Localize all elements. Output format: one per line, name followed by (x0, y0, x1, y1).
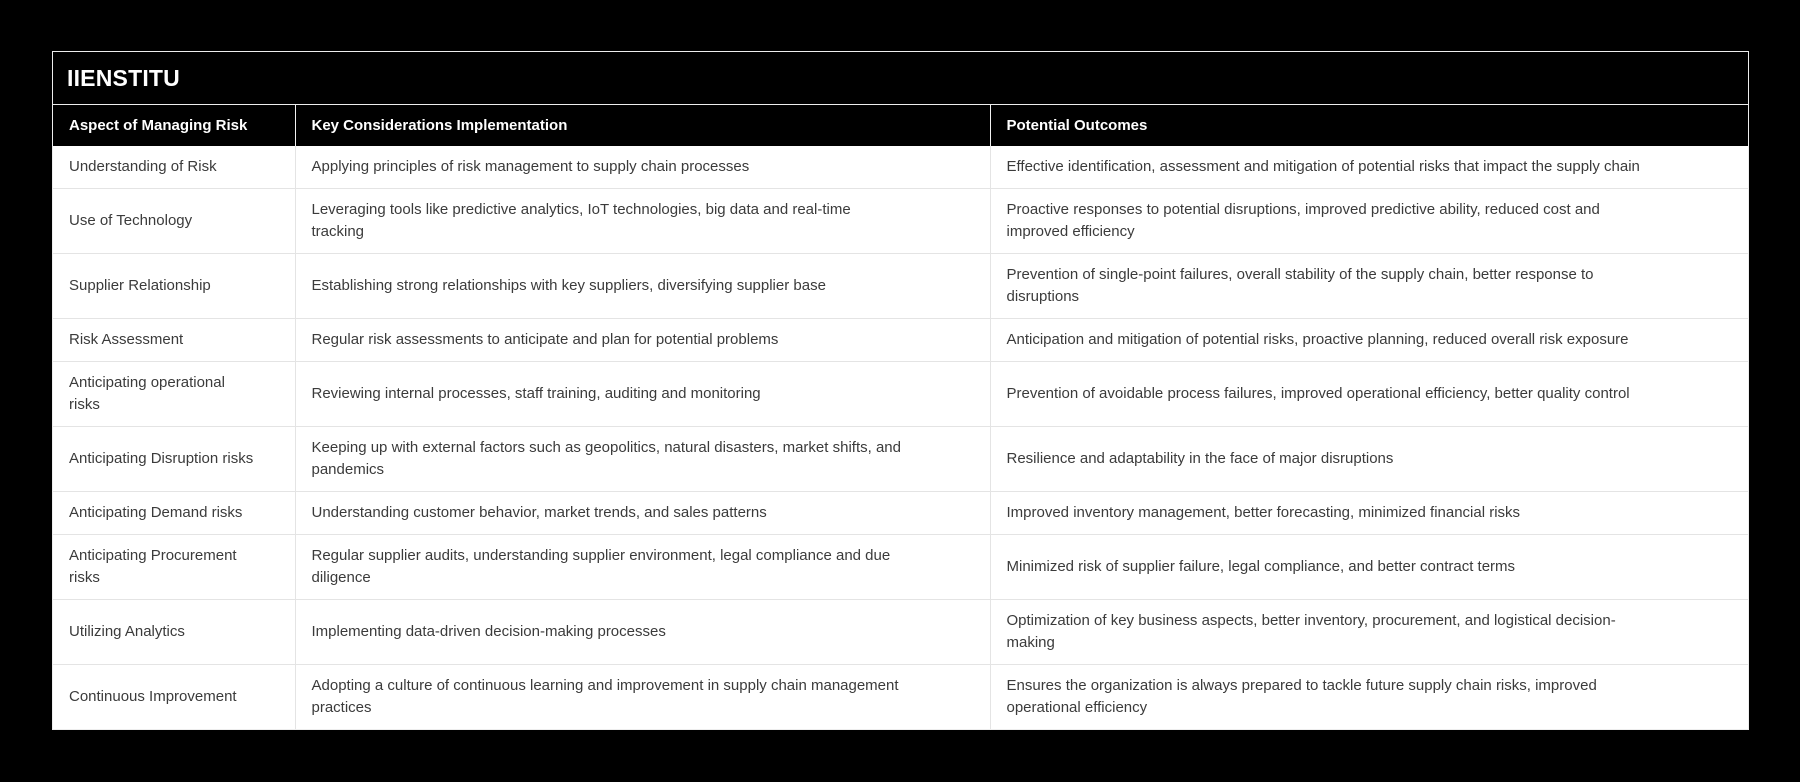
cell-text: Effective identification, assessment and… (1006, 158, 1640, 175)
cell-text: Proactive responses to potential disrupt… (1006, 201, 1600, 240)
table-body: Understanding of Risk Applying principle… (53, 146, 1748, 729)
cell-text: Anticipating Demand risks (69, 504, 243, 521)
column-header-aspect: Aspect of Managing Risk (53, 105, 295, 146)
cell-text: Continuous Improvement (69, 688, 237, 705)
cell-considerations: Establishing strong relationships with k… (294, 253, 990, 319)
cell-text: Prevention of single-point failures, ove… (1006, 266, 1594, 305)
table-header-row: Aspect of Managing Risk Key Consideratio… (53, 105, 1748, 146)
table-row: Anticipating operational risks Reviewing… (53, 361, 1748, 427)
table-row: Continuous Improvement Adopting a cultur… (53, 664, 1748, 729)
table-row: Utilizing Analytics Implementing data-dr… (53, 599, 1748, 665)
cell-text: Minimized risk of supplier failure, lega… (1006, 558, 1516, 575)
cell-outcomes: Prevention of avoidable process failures… (989, 361, 1748, 427)
cell-text: Leveraging tools like predictive analyti… (311, 201, 851, 240)
cell-aspect: Continuous Improvement (53, 664, 295, 729)
cell-outcomes: Improved inventory management, better fo… (989, 491, 1748, 535)
column-header-label: Key Considerations Implementation (311, 117, 568, 134)
cell-text: Establishing strong relationships with k… (311, 277, 826, 294)
cell-considerations: Leveraging tools like predictive analyti… (294, 188, 990, 254)
cell-text: Regular supplier audits, understanding s… (311, 547, 891, 586)
cell-text: Anticipating operational risks (69, 374, 225, 413)
cell-text: Use of Technology (69, 212, 193, 229)
table-row: Understanding of Risk Applying principle… (53, 146, 1748, 189)
cell-text: Keeping up with external factors such as… (311, 439, 901, 478)
cell-considerations: Keeping up with external factors such as… (294, 426, 990, 492)
cell-outcomes: Proactive responses to potential disrupt… (989, 188, 1748, 254)
cell-aspect: Use of Technology (53, 188, 295, 254)
cell-text: Utilizing Analytics (69, 623, 185, 640)
cell-aspect: Anticipating Procurement risks (53, 534, 295, 600)
cell-aspect: Anticipating operational risks (53, 361, 295, 427)
table-title: IIENSTITU (53, 52, 1748, 105)
cell-considerations: Applying principles of risk management t… (294, 146, 990, 189)
cell-aspect: Anticipating Demand risks (53, 491, 295, 535)
cell-text: Anticipating Procurement risks (69, 547, 237, 586)
cell-considerations: Regular risk assessments to anticipate a… (294, 318, 990, 362)
cell-aspect: Supplier Relationship (53, 253, 295, 319)
table-row: Anticipating Demand risks Understanding … (53, 491, 1748, 535)
cell-text: Risk Assessment (69, 331, 184, 348)
cell-text: Regular risk assessments to anticipate a… (311, 331, 779, 348)
table-row: Risk Assessment Regular risk assessments… (53, 318, 1748, 362)
cell-outcomes: Resilience and adaptability in the face … (989, 426, 1748, 492)
cell-text: Understanding customer behavior, market … (311, 504, 767, 521)
cell-considerations: Understanding customer behavior, market … (294, 491, 990, 535)
column-header-considerations: Key Considerations Implementation (294, 105, 990, 146)
cell-aspect: Understanding of Risk (53, 146, 295, 189)
cell-outcomes: Anticipation and mitigation of potential… (989, 318, 1748, 362)
cell-considerations: Reviewing internal processes, staff trai… (294, 361, 990, 427)
cell-outcomes: Optimization of key business aspects, be… (989, 599, 1748, 665)
cell-considerations: Adopting a culture of continuous learnin… (294, 664, 990, 729)
table-row: Supplier Relationship Establishing stron… (53, 253, 1748, 319)
column-header-label: Potential Outcomes (1006, 117, 1148, 134)
risk-management-table: Aspect of Managing Risk Key Consideratio… (53, 105, 1748, 729)
cell-outcomes: Prevention of single-point failures, ove… (989, 253, 1748, 319)
cell-aspect: Anticipating Disruption risks (53, 426, 295, 492)
column-header-label: Aspect of Managing Risk (69, 117, 248, 134)
cell-text: Ensures the organization is always prepa… (1006, 677, 1597, 716)
cell-text: Applying principles of risk management t… (311, 158, 750, 175)
table-row: Anticipating Disruption risks Keeping up… (53, 426, 1748, 492)
cell-text: Understanding of Risk (69, 158, 217, 175)
cell-text: Reviewing internal processes, staff trai… (311, 385, 761, 402)
cell-considerations: Implementing data-driven decision-making… (294, 599, 990, 665)
cell-text: Anticipating Disruption risks (69, 450, 254, 467)
cell-text: Resilience and adaptability in the face … (1006, 450, 1394, 467)
cell-considerations: Regular supplier audits, understanding s… (294, 534, 990, 600)
cell-outcomes: Effective identification, assessment and… (989, 146, 1748, 189)
cell-aspect: Risk Assessment (53, 318, 295, 362)
cell-text: Optimization of key business aspects, be… (1006, 612, 1616, 651)
table-row: Anticipating Procurement risks Regular s… (53, 534, 1748, 600)
column-header-outcomes: Potential Outcomes (989, 105, 1748, 146)
cell-text: Improved inventory management, better fo… (1006, 504, 1521, 521)
cell-text: Adopting a culture of continuous learnin… (311, 677, 899, 716)
cell-text: Supplier Relationship (69, 277, 211, 294)
cell-aspect: Utilizing Analytics (53, 599, 295, 665)
risk-table-card: IIENSTITU Aspect of Managing Risk Key Co… (52, 51, 1749, 730)
cell-outcomes: Minimized risk of supplier failure, lega… (989, 534, 1748, 600)
cell-text: Prevention of avoidable process failures… (1006, 385, 1630, 402)
cell-text: Anticipation and mitigation of potential… (1006, 331, 1629, 348)
cell-outcomes: Ensures the organization is always prepa… (989, 664, 1748, 729)
cell-text: Implementing data-driven decision-making… (311, 623, 666, 640)
table-row: Use of Technology Leveraging tools like … (53, 188, 1748, 254)
